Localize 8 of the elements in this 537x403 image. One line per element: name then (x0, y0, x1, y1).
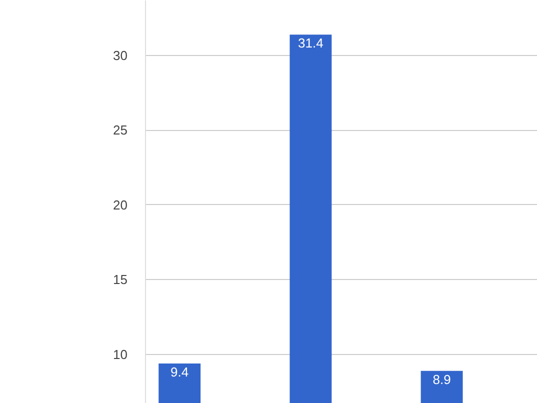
y-tick-label: 15 (113, 272, 128, 288)
data-label: 8.9 (432, 372, 451, 387)
y-tick-label: 25 (113, 122, 128, 138)
y-tick-label: 20 (113, 197, 128, 212)
data-label: 31.4 (298, 36, 324, 51)
y-tick-label: 30 (113, 48, 128, 64)
y-tick-label: 10 (113, 346, 128, 362)
data-label: 9.4 (170, 364, 189, 380)
